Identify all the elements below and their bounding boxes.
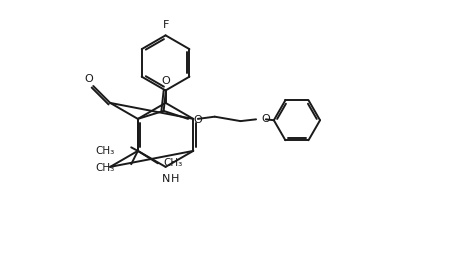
Text: O: O (161, 76, 170, 85)
Text: F: F (162, 20, 168, 29)
Text: CH₃: CH₃ (163, 158, 183, 168)
Text: O: O (193, 115, 202, 125)
Text: N: N (162, 174, 170, 184)
Text: O: O (84, 74, 93, 84)
Text: CH₃: CH₃ (95, 146, 114, 156)
Text: H: H (171, 174, 179, 184)
Text: O: O (261, 114, 269, 124)
Text: CH₃: CH₃ (95, 163, 114, 173)
